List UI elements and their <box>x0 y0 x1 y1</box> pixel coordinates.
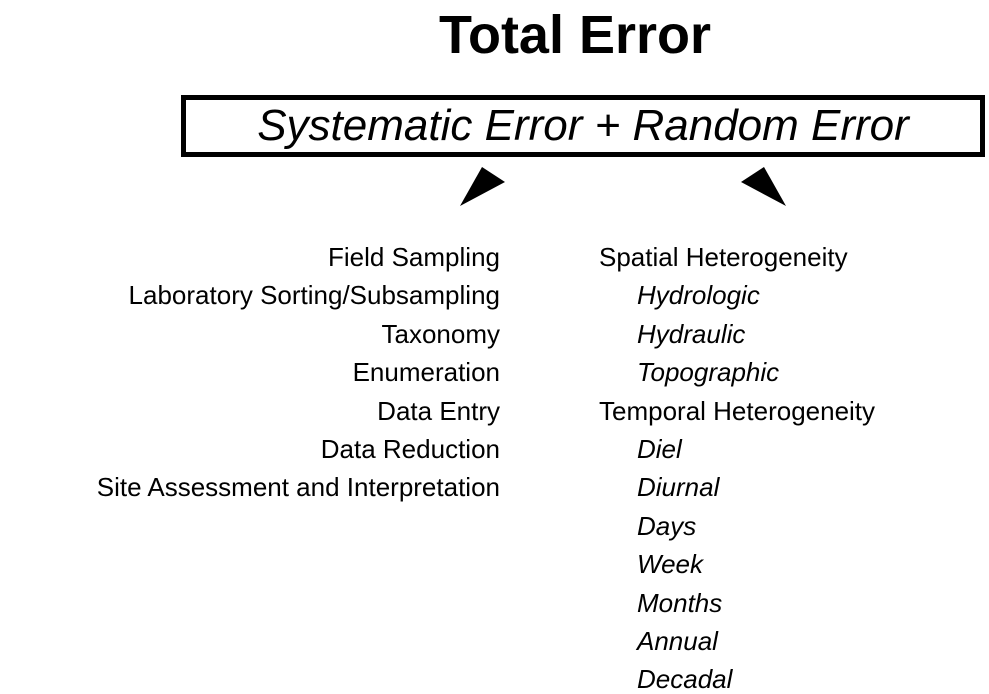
random-subsource: Week <box>637 549 703 580</box>
random-subsource: Annual <box>637 626 718 656</box>
random-subsource: Months <box>637 587 723 618</box>
arrow <box>741 167 786 206</box>
systematic-source: Laboratory Sorting/Subsampling <box>128 280 500 311</box>
arrow <box>460 167 505 206</box>
systematic-source: Field Sampling <box>328 242 500 272</box>
equation: Systematic Error + Random Error <box>257 101 909 150</box>
systematic-source: Taxonomy <box>381 318 501 349</box>
random-subsource: Hydraulic <box>637 318 746 349</box>
random-subsource: Days <box>637 510 697 541</box>
systematic-source: Enumeration <box>352 357 500 388</box>
equation-box: Systematic Error + Random Error <box>181 95 985 157</box>
random-source: Spatial Heterogeneity <box>599 242 848 272</box>
random-subsource: Topographic <box>637 357 780 388</box>
systematic-source: Site Assessment and Interpretation <box>96 472 500 503</box>
systematic-source: Data Reduction <box>320 434 500 464</box>
random-subsource: Hydrologic <box>637 280 760 311</box>
random-subsource: Diel <box>637 434 682 464</box>
title: Total Error <box>438 5 712 65</box>
random-subsource: Diurnal <box>637 472 720 503</box>
systematic-source: Data Entry <box>377 395 500 426</box>
random-source: Temporal Heterogeneity <box>599 395 876 426</box>
random-subsource: Decadal <box>637 664 733 694</box>
